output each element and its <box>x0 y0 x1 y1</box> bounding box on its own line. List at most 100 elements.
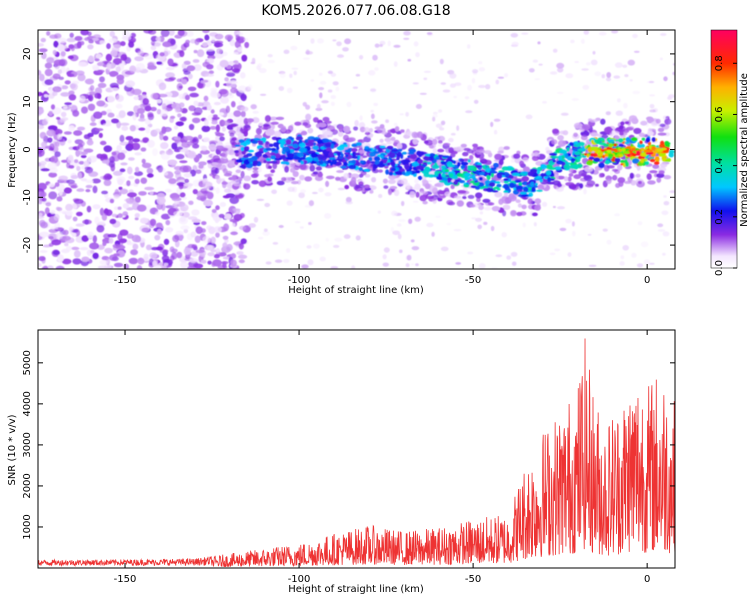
spectrogram-cell <box>187 150 197 159</box>
spectrogram-cell <box>65 210 73 216</box>
spectrogram-cell <box>57 69 63 75</box>
spectrogram-cell <box>65 203 73 211</box>
spectrogram-cell <box>338 125 344 133</box>
spectrogram-cell <box>359 55 364 60</box>
spectrogram-cell <box>75 223 85 227</box>
spectrogram-cell <box>649 262 655 265</box>
spectrogram-cell <box>63 187 72 194</box>
spectrogram-cell <box>56 116 61 120</box>
spectrogram-cell <box>459 158 464 162</box>
spectrogram-cell <box>180 225 190 230</box>
spectrogram-cell <box>583 30 590 35</box>
spectrogram-cell <box>618 154 624 158</box>
spectrogram-cell <box>103 145 113 153</box>
spectrogram-cell <box>618 143 624 147</box>
spectrogram-cell <box>552 156 559 159</box>
spectrogram-cell <box>647 141 652 146</box>
spectrogram-cell <box>191 209 200 216</box>
spectrogram-cell <box>604 153 609 158</box>
snr-xtick-label: -100 <box>288 574 311 585</box>
spectrogram-cell <box>226 72 236 77</box>
spectrogram-cell <box>176 83 183 91</box>
spectrogram-cell <box>549 252 556 256</box>
spectrogram-cell <box>203 95 209 102</box>
spectrogram-cell <box>614 213 620 217</box>
spectrogram-cell <box>120 122 130 126</box>
spectrogram-cell <box>664 118 672 125</box>
spectrogram-cell <box>252 160 259 165</box>
spectrogram-cell <box>238 242 244 250</box>
spectrogram-cell <box>229 161 235 168</box>
spectrogram-cell <box>292 170 299 178</box>
spectrogram-cell <box>222 235 229 240</box>
spectrogram-cell <box>106 43 111 50</box>
spectrogram-cell <box>129 125 136 132</box>
spectrogram-cell <box>573 122 583 129</box>
spectrogram-cell <box>202 42 208 47</box>
spectrogram-cell <box>278 225 284 228</box>
spectrogram-cell <box>101 213 108 221</box>
spectrogram-cell <box>44 68 53 77</box>
spectrogram-cell <box>299 147 308 153</box>
spectrogram-cell <box>133 96 139 101</box>
spectrogram-cell <box>184 178 189 184</box>
spectrogram-cell <box>71 184 78 189</box>
spectrogram-cell <box>374 43 380 48</box>
spectrogram-cell <box>412 200 419 203</box>
spectrogram-cell <box>292 143 299 149</box>
spectrogram-cell <box>145 244 152 251</box>
spectrogram-cell <box>223 213 232 220</box>
spectrogram-cell <box>46 129 56 137</box>
spectrogram-cell <box>357 149 366 154</box>
spectrogram-cell <box>298 139 303 144</box>
spectrogram-cell <box>232 147 237 151</box>
spectrogram-cell <box>415 263 419 267</box>
spectrogram-cell <box>394 170 403 176</box>
spectrogram-cell <box>287 153 294 159</box>
spectrogram-cell <box>515 185 524 191</box>
spectrogram-cell <box>113 170 123 176</box>
spectrogram-cell <box>467 159 471 163</box>
spectrogram-cell <box>403 30 411 36</box>
spectrogram-cell <box>119 141 129 146</box>
spectrogram-cell <box>147 139 155 148</box>
spectrogram-cell <box>221 181 228 185</box>
spectrogram-cell <box>185 39 191 45</box>
spectrogram-cell <box>195 226 203 234</box>
spectrogram-cell <box>278 86 285 91</box>
spectrogram-cell <box>661 148 667 150</box>
spectrogram-cell <box>508 174 514 179</box>
spectrogram-cell <box>40 37 46 43</box>
spectrogram-cell <box>224 188 232 193</box>
spectrogram-cell <box>130 32 136 38</box>
spectrogram-cell <box>78 61 88 67</box>
spectrogram-cell <box>632 153 637 157</box>
spectrogram-cell <box>44 79 54 86</box>
spectrogram-cell <box>287 186 295 192</box>
spectrogram-heatmap <box>38 30 675 269</box>
spectrogram-cell <box>355 73 361 77</box>
snr-xtick-label: -150 <box>114 574 137 585</box>
spectrogram-cell <box>258 67 267 74</box>
spectrogram-cell <box>542 101 547 104</box>
spectrogram-cell <box>294 121 302 126</box>
spectrogram-cell <box>108 237 114 244</box>
spectrogram-cell <box>581 145 585 152</box>
spectrogram-cell <box>393 122 398 127</box>
spectrogram-cell <box>265 261 272 265</box>
spectrogram-cell <box>617 98 621 103</box>
spectrogram-cell <box>299 157 306 160</box>
spectrogram-cell <box>183 173 192 178</box>
spectrogram-cell <box>552 205 556 209</box>
spectrogram-cell <box>90 250 95 254</box>
spectrogram-cell <box>495 79 500 85</box>
spectrogram-cell <box>417 159 424 164</box>
spectrogram-cell <box>258 180 267 187</box>
spectrogram-cell <box>233 189 240 195</box>
colorbar-tick-label: 0.6 <box>714 106 725 122</box>
spectrogram-cell <box>250 104 257 110</box>
spectrogram-cell <box>161 126 167 134</box>
snr-ytick-label: 4000 <box>22 391 33 416</box>
spectrogram-cell <box>45 202 52 207</box>
spectrogram-cell <box>304 176 313 182</box>
